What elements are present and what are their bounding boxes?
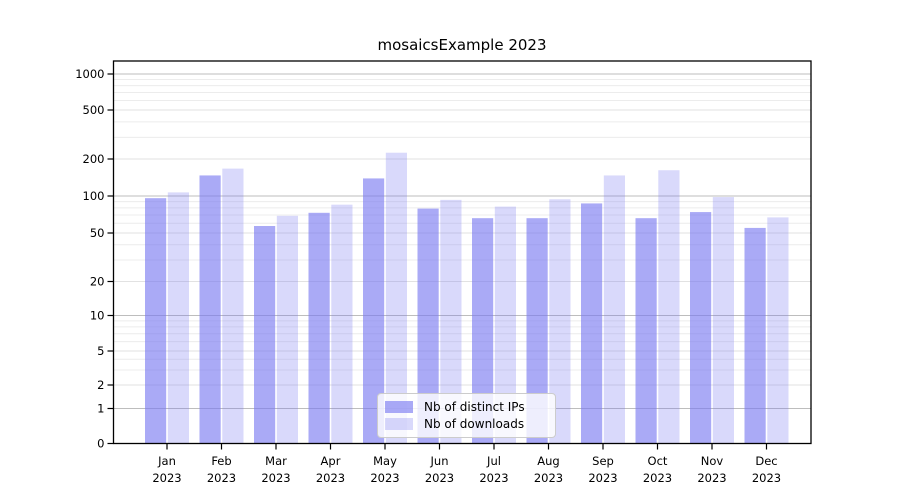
bar-downloads-dec xyxy=(767,217,789,444)
y-tick-label-1: 1 xyxy=(97,402,104,416)
bar-distinct-ips-may xyxy=(363,178,385,444)
bar-distinct-ips-nov xyxy=(690,212,712,444)
x-tick-year-mar: 2023 xyxy=(261,471,290,485)
bar-downloads-aug xyxy=(549,199,571,444)
x-tick-year-feb: 2023 xyxy=(207,471,236,485)
x-tick-label-apr: Apr xyxy=(321,454,341,468)
x-tick-year-may: 2023 xyxy=(370,471,399,485)
x-tick-label-oct: Oct xyxy=(648,454,668,468)
y-tick-label-20: 20 xyxy=(90,275,105,289)
x-tick-label-feb: Feb xyxy=(211,454,231,468)
x-tick-year-jul: 2023 xyxy=(479,471,508,485)
x-tick-label-sep: Sep xyxy=(592,454,614,468)
legend-swatch-distinct-ips xyxy=(385,401,413,413)
x-tick-label-may: May xyxy=(373,454,397,468)
y-tick-label-100: 100 xyxy=(83,189,105,203)
x-tick-year-dec: 2023 xyxy=(752,471,781,485)
y-tick-label-10: 10 xyxy=(90,309,105,323)
x-tick-label-mar: Mar xyxy=(265,454,287,468)
legend-item-distinct-ips: Nb of distinct IPs xyxy=(385,399,547,415)
bar-downloads-oct xyxy=(658,170,680,444)
bar-distinct-ips-jul xyxy=(472,218,494,444)
bar-downloads-jul xyxy=(494,206,516,444)
bar-distinct-ips-mar xyxy=(254,226,276,444)
bar-distinct-ips-jan xyxy=(145,198,167,444)
x-tick-label-aug: Aug xyxy=(537,454,559,468)
bar-distinct-ips-apr xyxy=(308,212,330,444)
x-tick-label-dec: Dec xyxy=(755,454,777,468)
bar-distinct-ips-dec xyxy=(744,227,766,444)
bar-downloads-feb xyxy=(222,168,244,444)
plot-border xyxy=(112,60,812,445)
legend: Nb of distinct IPs Nb of downloads xyxy=(377,393,556,438)
x-tick-year-jan: 2023 xyxy=(152,471,181,485)
bar-downloads-sep xyxy=(603,175,625,444)
x-tick-year-jun: 2023 xyxy=(425,471,454,485)
chart-title: mosaicsExample 2023 xyxy=(377,36,547,54)
bar-downloads-jan xyxy=(167,192,189,444)
y-tick-label-2: 2 xyxy=(97,378,104,392)
x-tick-label-nov: Nov xyxy=(701,454,724,468)
y-tick-label-0: 0 xyxy=(97,437,104,451)
bar-distinct-ips-aug xyxy=(526,218,548,444)
bar-distinct-ips-jun xyxy=(417,208,439,444)
legend-label-downloads: Nb of downloads xyxy=(424,417,525,431)
x-tick-label-jun: Jun xyxy=(430,454,449,468)
legend-label-distinct-ips: Nb of distinct IPs xyxy=(424,400,525,414)
bar-distinct-ips-oct xyxy=(635,218,657,444)
y-tick-label-50: 50 xyxy=(90,226,105,240)
y-tick-label-500: 500 xyxy=(83,103,105,117)
y-tick-label-1000: 1000 xyxy=(75,67,104,81)
bar-downloads-may xyxy=(385,152,407,444)
bar-downloads-jun xyxy=(440,199,462,444)
legend-swatch-downloads xyxy=(385,418,413,430)
y-tick-label-5: 5 xyxy=(97,344,104,358)
x-tick-year-sep: 2023 xyxy=(588,471,617,485)
bar-distinct-ips-sep xyxy=(581,203,603,444)
x-tick-year-aug: 2023 xyxy=(534,471,563,485)
bar-downloads-nov xyxy=(712,197,734,444)
x-tick-label-jan: Jan xyxy=(157,454,176,468)
x-tick-year-apr: 2023 xyxy=(316,471,345,485)
y-tick-label-200: 200 xyxy=(83,152,105,166)
x-tick-label-jul: Jul xyxy=(486,454,501,468)
bar-downloads-apr xyxy=(331,204,353,444)
x-tick-year-oct: 2023 xyxy=(643,471,672,485)
x-tick-year-nov: 2023 xyxy=(697,471,726,485)
bar-distinct-ips-feb xyxy=(199,175,221,444)
bar-downloads-mar xyxy=(276,215,298,444)
legend-item-downloads: Nb of downloads xyxy=(385,416,547,432)
